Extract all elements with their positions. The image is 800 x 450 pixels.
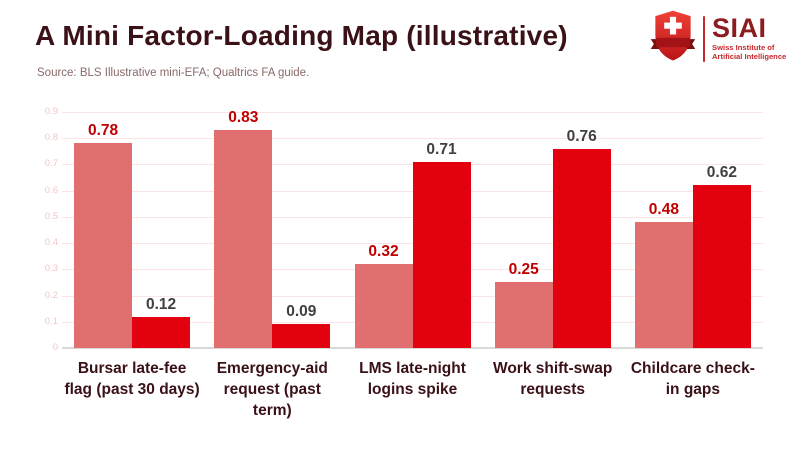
- bar-value-label: 0.09: [286, 303, 317, 321]
- y-tick-label: 0: [52, 342, 58, 353]
- bar-series-1: [354, 264, 413, 348]
- logo-subtitle-line2: Artificial Intelligence: [712, 52, 787, 61]
- bar-value-label: 0.78: [88, 122, 119, 140]
- y-tick-label: 0.7: [44, 158, 58, 170]
- bar-series-2: [412, 161, 471, 348]
- x-axis-line: [62, 347, 763, 349]
- y-tick-label: 0.8: [44, 132, 58, 144]
- siai-logo: SIAI Swiss Institute of Artificial Intel…: [650, 9, 786, 68]
- grid-line: [62, 138, 763, 140]
- y-tick-label: 0.6: [44, 184, 58, 196]
- bar-value-label: 0.32: [368, 243, 399, 261]
- logo-subtitle-line1: Swiss Institute of: [712, 43, 775, 53]
- category-label: LMS late-night logins spike: [359, 360, 466, 398]
- bar-series-1: [494, 282, 553, 348]
- category-label: Work shift-swap requests: [492, 360, 613, 398]
- y-tick-label: 0.3: [44, 263, 58, 275]
- category-label: Bursar late-fee flag (past 30 days): [64, 360, 200, 398]
- grid-line: [62, 112, 763, 113]
- category-label: Emergency-aid request (past term): [216, 360, 328, 419]
- bar-series-2: [552, 148, 611, 348]
- bar-value-label: 0.76: [566, 127, 597, 145]
- y-tick-label: 0.4: [44, 237, 58, 249]
- source-note: Source: BLS Illustrative mini-EFA; Qualt…: [37, 67, 310, 79]
- logo-text: SIAI Swiss Institute of Artificial Intel…: [712, 15, 786, 62]
- bar-value-label: 0.62: [706, 164, 737, 182]
- bar-series-2: [272, 324, 331, 348]
- logo-acronym: SIAI: [712, 13, 767, 44]
- bar-series-2: [132, 316, 191, 348]
- bar-value-label: 0.71: [426, 140, 457, 158]
- bar-value-label: 0.25: [508, 261, 539, 279]
- logo-divider: [703, 15, 705, 62]
- y-tick-label: 0.9: [44, 106, 58, 117]
- bar-value-label: 0.12: [146, 295, 177, 313]
- bar-series-1: [634, 222, 693, 348]
- bar-series-1: [214, 130, 273, 348]
- page-title: A Mini Factor-Loading Map (illustrative): [35, 20, 568, 51]
- bar-series-1: [74, 143, 133, 348]
- y-tick-label: 0.1: [44, 315, 58, 327]
- bar-value-label: 0.48: [648, 201, 679, 219]
- swiss-shield-cross-icon: [650, 9, 696, 68]
- bar-value-label: 0.83: [228, 109, 259, 127]
- bar-series-2: [692, 185, 751, 348]
- y-tick-label: 0.2: [44, 289, 58, 301]
- y-tick-label: 0.5: [44, 210, 58, 222]
- category-label: Childcare check-in gaps: [630, 360, 755, 398]
